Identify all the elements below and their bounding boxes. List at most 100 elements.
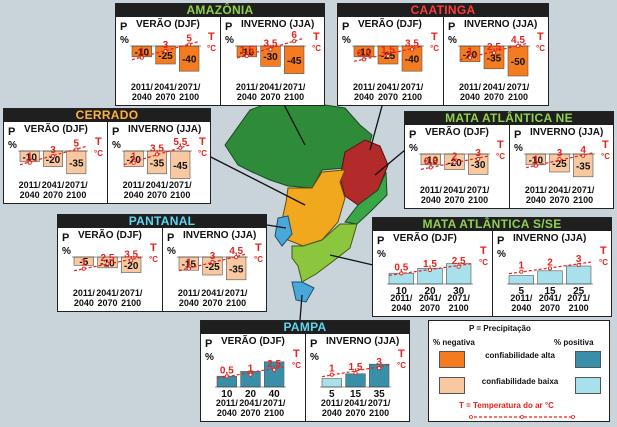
period-label: 2011/2040	[458, 82, 482, 102]
axis-degc-label: °C	[149, 255, 158, 264]
season-label: INVERNO (JJA)	[513, 233, 587, 244]
temp-value-label: 1	[186, 258, 192, 269]
axis-t-label: T	[150, 242, 157, 254]
mata-ne-leader	[374, 149, 406, 176]
region-panel: PAMPA VERÃO (DJF) P% T °C 10 20 40 0,5 1 2,5 2011/2…	[200, 320, 410, 422]
axis-t-label: T	[293, 348, 300, 360]
temp-point	[329, 372, 334, 377]
temp-value-label: 2	[547, 257, 553, 268]
axis-pct-label: %	[112, 140, 121, 151]
temp-point	[377, 366, 382, 371]
period-label: 2041/2070	[259, 82, 282, 102]
axis-pct-label: %	[8, 140, 17, 151]
axis-p-label: P	[409, 129, 417, 141]
period-label: 2071/2100	[506, 82, 530, 102]
axis-t-label: T	[255, 242, 262, 254]
precip-value-label: 20	[245, 389, 257, 399]
temp-point	[81, 266, 86, 271]
precip-value-label: -35	[69, 158, 84, 169]
period-label: 2071/2100	[571, 185, 595, 205]
precip-value-label: -35	[576, 161, 591, 172]
precip-value-label: 20	[424, 286, 436, 296]
pantanal-leader	[266, 224, 287, 229]
season-label: VERÃO (DJF)	[136, 19, 200, 30]
temp-point	[224, 374, 229, 379]
axis-t-label: T	[602, 139, 609, 151]
precip-value-label: -30	[263, 52, 278, 63]
legend: P = Precipitação % negativa % positiva conf…	[428, 320, 610, 422]
temp-point	[491, 50, 497, 55]
period-label: 2011/2040	[524, 185, 547, 205]
season-plot: -10 -20 -35 1 3 5	[18, 139, 88, 175]
temp-point	[248, 372, 253, 377]
season-label: VERÃO (DJF)	[24, 124, 88, 135]
period-label: 2071/2100	[567, 293, 590, 313]
axis-pct-label: %	[514, 143, 523, 154]
precip-value-label: -45	[287, 56, 302, 67]
region-title: PAMPA	[201, 321, 409, 334]
temp-value-label: 2,5	[452, 256, 466, 267]
temp-value-label: 0,5	[220, 365, 234, 376]
temp-value-label: 3	[210, 251, 216, 262]
temp-point	[533, 163, 538, 168]
precip-value-label: -10	[529, 155, 544, 166]
season-plot: 10 20 40 0,5 1 2,5	[215, 359, 286, 399]
cerrado-leader	[196, 149, 306, 206]
temp-value-label: 1,5	[349, 362, 363, 373]
temp-value-label: 2,5	[101, 253, 115, 264]
axis-degc-label: °C	[254, 255, 263, 264]
axis-pct-label: %	[448, 35, 457, 46]
temp-value-label: 6	[291, 30, 297, 41]
temp-value-label: 0,5	[424, 156, 438, 167]
precip-value-label: 35	[374, 389, 386, 399]
legend-swatch	[575, 377, 601, 394]
temp-point	[452, 160, 457, 165]
panel-divider	[107, 122, 108, 203]
period-label: 2041/2070	[548, 185, 571, 205]
season-label: VERÃO (DJF)	[221, 336, 285, 347]
axis-t-label: T	[398, 348, 405, 360]
season-plot: -20 -35 -50 1 2,5 4,5	[458, 35, 530, 77]
axis-t-label: T	[208, 31, 215, 43]
panel-divider	[220, 17, 221, 105]
period-label: 2071/2100	[447, 293, 470, 313]
panel-divider	[305, 334, 306, 421]
temp-value-label: 3	[475, 148, 481, 159]
axis-degc-label: °C	[430, 44, 439, 53]
temp-point	[244, 53, 249, 59]
axis-p-label: P	[205, 338, 213, 350]
precip-value-label: -10	[240, 47, 255, 58]
temp-value-label: 3,5	[124, 249, 138, 260]
season-plot: -10 -30 -45 1,5 3,5 6	[235, 30, 306, 74]
axis-p-label: P	[448, 21, 456, 33]
period-label: 2041/2070	[41, 180, 65, 200]
temp-value-label: 3	[557, 148, 563, 159]
season-plot: 10 20 30 0,5 1,5 2,5	[387, 256, 473, 296]
axis-pct-label: %	[310, 352, 319, 363]
axis-degc-label: °C	[536, 44, 545, 53]
temp-point	[399, 271, 404, 276]
axis-p-label: P	[120, 21, 128, 33]
panel-divider	[509, 125, 510, 208]
temp-value-label: 4,5	[229, 246, 243, 257]
temp-value-label: 0,5	[394, 262, 408, 273]
region-title: MATA ATLÂNTICA S/SE	[373, 218, 611, 231]
temp-point	[292, 39, 297, 44]
legend-title: P = Precipitação	[469, 324, 531, 333]
axis-t-label: T	[480, 245, 487, 257]
axis-p-label: P	[514, 129, 522, 141]
season-label: VERÃO (DJF)	[358, 19, 422, 30]
temp-point	[154, 152, 160, 157]
axis-degc-label: °C	[94, 149, 103, 158]
precip-value-label: -10	[135, 47, 150, 58]
legend-neg: % negativa	[433, 338, 475, 347]
season-label: VERÃO (DJF)	[393, 233, 457, 244]
legend-swatch	[575, 351, 601, 368]
legend-swatch	[439, 351, 465, 368]
period-label: 2071/2100	[367, 398, 391, 418]
period-label: 2011/2040	[72, 288, 95, 308]
period-label: 2041/2070	[145, 180, 169, 200]
season-label: VERÃO (DJF)	[78, 230, 142, 241]
period-label: 2041/2070	[154, 82, 177, 102]
